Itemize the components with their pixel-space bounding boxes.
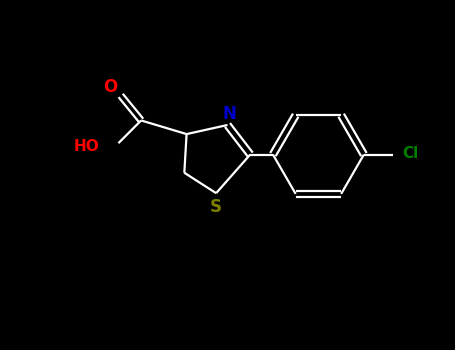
Text: HO: HO (74, 139, 99, 154)
Text: O: O (104, 78, 118, 96)
Text: S: S (210, 198, 222, 216)
Text: Cl: Cl (403, 146, 419, 161)
Text: N: N (223, 105, 237, 122)
